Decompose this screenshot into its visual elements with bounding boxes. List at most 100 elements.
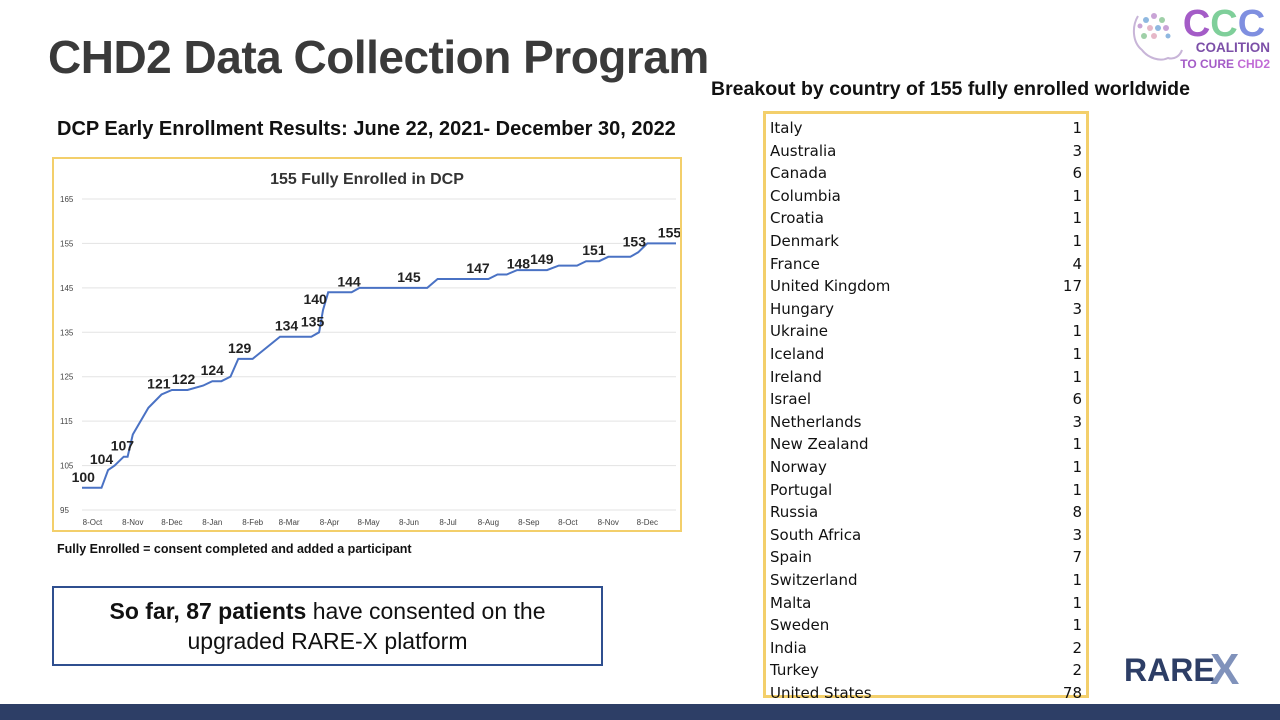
country-name: Portugal	[770, 480, 833, 499]
country-count: 6	[1072, 390, 1082, 409]
country-row: Italy 1	[770, 118, 1082, 138]
breakout-title: Breakout by country of 155 fully enrolle…	[711, 78, 1190, 100]
x-tick-label: 8-Oct	[83, 518, 103, 527]
data-label: 122	[172, 371, 196, 387]
country-row: Switzerland 1	[770, 570, 1082, 590]
data-label: 155	[658, 224, 680, 240]
data-label: 153	[623, 233, 647, 249]
country-row: United Kingdom 17	[770, 276, 1082, 296]
data-label: 147	[466, 260, 490, 276]
country-row: United States 78	[770, 683, 1082, 703]
country-row: Iceland 1	[770, 344, 1082, 364]
country-row: Turkey 2	[770, 660, 1082, 680]
country-count: 3	[1072, 141, 1082, 160]
country-count: 78	[1062, 684, 1082, 702]
rarex-wordmark: RARE	[1124, 652, 1215, 688]
country-name: Norway	[770, 458, 827, 476]
country-row: Spain 7	[770, 547, 1082, 567]
country-row: South Africa 3	[770, 525, 1082, 545]
country-name: Turkey	[770, 661, 819, 680]
x-tick-label: 8-Jun	[399, 518, 419, 527]
country-row: Croatia 1	[770, 208, 1082, 228]
country-count: 4	[1072, 254, 1082, 273]
country-name: Israel	[770, 390, 811, 409]
data-label: 148	[507, 256, 531, 272]
y-tick-label: 115	[60, 417, 73, 426]
country-count: 1	[1072, 232, 1082, 250]
x-tick-label: 8-Dec	[637, 518, 658, 527]
country-row: Ireland 1	[770, 367, 1082, 387]
country-count: 1	[1072, 480, 1082, 499]
data-label: 121	[147, 375, 171, 391]
country-row: France 4	[770, 254, 1082, 274]
country-name: Sweden	[770, 616, 830, 635]
x-tick-label: 8-Sep	[518, 518, 540, 527]
data-label: 107	[111, 438, 135, 454]
callout-bold: So far, 87 patients	[109, 598, 307, 624]
country-count: 1	[1072, 209, 1082, 228]
country-count: 3	[1072, 299, 1082, 318]
x-tick-label: 8-Nov	[122, 518, 143, 527]
country-name: Ukraine	[770, 322, 828, 341]
country-row: Israel 6	[770, 389, 1082, 409]
enrollment-subtitle: DCP Early Enrollment Results: June 22, 2…	[57, 118, 676, 140]
country-name: Croatia	[770, 209, 824, 228]
y-tick-label: 135	[60, 328, 74, 337]
y-tick-label: 165	[60, 195, 74, 204]
country-name: Hungary	[770, 299, 835, 318]
country-count: 6	[1072, 164, 1082, 183]
data-label: 149	[530, 251, 554, 267]
country-name: New Zealand	[770, 435, 869, 454]
country-row: Malta 1	[770, 593, 1082, 613]
country-count: 2	[1072, 638, 1082, 657]
country-row: Canada 6	[770, 163, 1082, 183]
country-table: Italy 1 Australia 3 Canada 6 Columbia 1 Croatia 1…	[763, 111, 1089, 702]
page-title: CHD2 Data Collection Program	[48, 31, 709, 83]
y-tick-label: 145	[60, 284, 74, 293]
x-tick-label: 8-Nov	[598, 518, 619, 527]
x-tick-label: 8-Mar	[279, 518, 300, 527]
ccc-letters: CCC	[1183, 3, 1265, 45]
country-row: Netherlands 3	[770, 412, 1082, 432]
country-count: 1	[1072, 571, 1082, 589]
country-name: Netherlands	[770, 412, 862, 431]
country-row: Sweden 1	[770, 615, 1082, 635]
data-label: 144	[337, 273, 361, 289]
x-tick-label: 8-Feb	[242, 518, 263, 527]
country-count: 1	[1072, 186, 1082, 205]
country-name: Malta	[770, 593, 812, 612]
footer-bar	[0, 704, 1280, 720]
country-count: 2	[1072, 661, 1082, 680]
country-count: 8	[1072, 503, 1082, 522]
country-row: Norway 1	[770, 457, 1082, 477]
rarex-x-icon: X	[1210, 645, 1239, 694]
callout-line2: upgraded RARE-X platform	[187, 628, 468, 654]
y-tick-label: 95	[60, 506, 69, 515]
country-row: Denmark 1	[770, 231, 1082, 251]
x-tick-label: 8-Dec	[161, 518, 182, 527]
country-name: Australia	[770, 141, 837, 160]
country-name: Iceland	[770, 345, 825, 363]
series-line	[82, 242, 676, 489]
chart-title: 155 Fully Enrolled in DCP	[270, 171, 464, 188]
country-row: Hungary 3	[770, 299, 1082, 319]
country-name: Spain	[770, 548, 812, 567]
ccc-logo: CCC COALITION TO CURE CHD2	[1132, 3, 1270, 71]
country-count: 1	[1072, 119, 1082, 137]
enrollment-chart: 155 Fully Enrolled in DCP 95 105 115 125 135 1…	[52, 157, 682, 532]
rarex-logo: RARE X	[1124, 645, 1239, 694]
country-row: New Zealand 1	[770, 434, 1082, 454]
country-count: 7	[1072, 548, 1082, 567]
country-count: 3	[1072, 412, 1082, 431]
x-tick-label: 8-Jan	[202, 518, 222, 527]
enrollment-line-chart: 155 Fully Enrolled in DCP951051151251351…	[60, 171, 680, 527]
ccc-coalition: COALITION	[1196, 40, 1270, 55]
country-name: United States	[770, 684, 872, 702]
country-row: Columbia 1	[770, 186, 1082, 206]
country-count: 1	[1072, 367, 1082, 386]
country-row: India 2	[770, 638, 1082, 658]
x-tick-label: 8-May	[357, 518, 379, 527]
country-name: United Kingdom	[770, 277, 891, 296]
country-count: 1	[1072, 616, 1082, 635]
country-name: Italy	[770, 119, 803, 137]
